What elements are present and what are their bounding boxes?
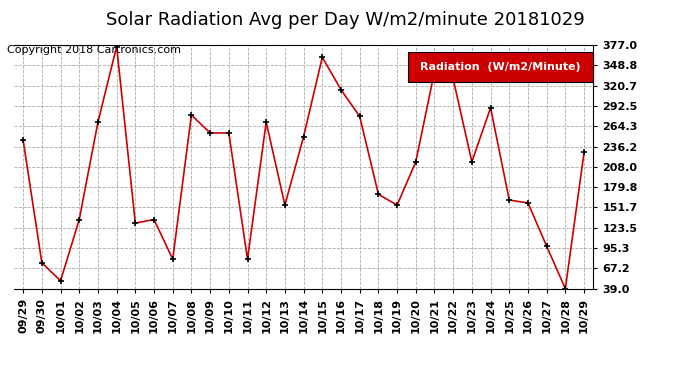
FancyBboxPatch shape (408, 53, 593, 82)
Text: Radiation  (W/m2/Minute): Radiation (W/m2/Minute) (420, 62, 581, 72)
Text: Solar Radiation Avg per Day W/m2/minute 20181029: Solar Radiation Avg per Day W/m2/minute … (106, 11, 584, 29)
Text: Copyright 2018 Cartronics.com: Copyright 2018 Cartronics.com (7, 45, 181, 55)
